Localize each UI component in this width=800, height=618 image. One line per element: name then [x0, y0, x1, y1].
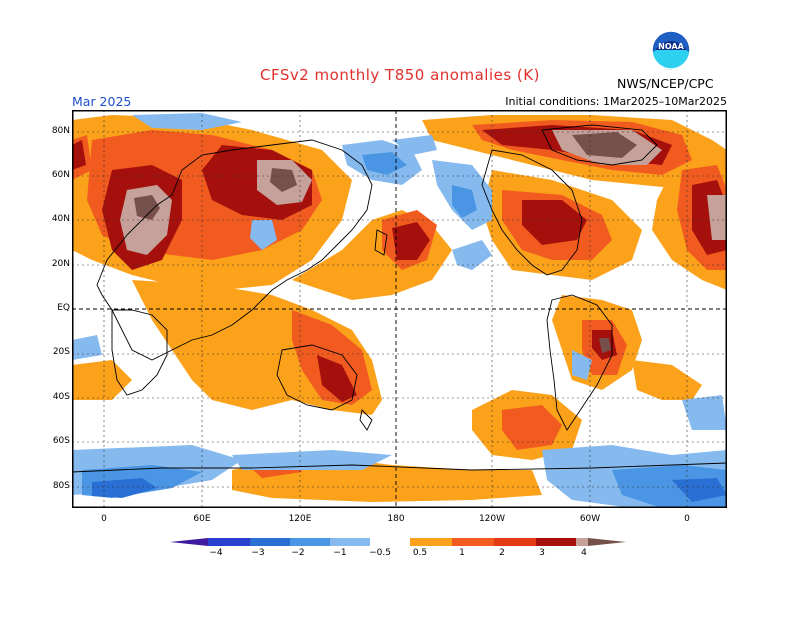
colorbar-label: 4	[581, 548, 587, 558]
coastlines	[72, 124, 727, 473]
lat-label-20n: 20N	[51, 259, 70, 269]
lat-label-40s: 40S	[52, 392, 70, 402]
colorbar-label: 1	[459, 548, 465, 558]
lat-label-80s: 80S	[52, 481, 70, 491]
lon-label-0-east: 0	[684, 514, 690, 524]
lat-label-20s: 20S	[52, 347, 70, 357]
lon-label-120e: 120E	[288, 514, 312, 524]
colorbar-label: −1	[333, 548, 347, 558]
anomaly-map	[72, 110, 727, 508]
equator-and-dateline	[72, 110, 727, 508]
lat-label-40n: 40N	[51, 214, 70, 224]
colorbar-label: −4	[209, 548, 223, 558]
logo-text: NOAA	[658, 42, 684, 51]
lat-label-60n: 60N	[51, 170, 70, 180]
graticule	[72, 110, 727, 508]
anomaly-shading-medium-blue	[92, 478, 727, 502]
colorbar-label: −2	[291, 548, 305, 558]
anomaly-shading-brown	[134, 132, 637, 353]
lon-label-180: 180	[387, 514, 405, 524]
lat-label-eq: EQ	[57, 303, 70, 313]
lon-label-60w: 60W	[579, 514, 601, 524]
colorbar-label: 0.5	[412, 548, 428, 558]
colorbar-label: −0.5	[369, 548, 391, 558]
noaa-logo: NOAA	[651, 30, 691, 70]
colorbar-label: 3	[539, 548, 545, 558]
lat-label-60s: 60S	[52, 436, 70, 446]
forecast-month: Mar 2025	[72, 94, 132, 109]
lon-label-120w: 120W	[478, 514, 506, 524]
map-frame	[72, 110, 727, 508]
colorbar	[170, 534, 630, 564]
agency-label: NWS/NCEP/CPC	[617, 76, 714, 91]
colorbar-label: 2	[499, 548, 505, 558]
lon-label-0: 0	[101, 514, 107, 524]
colorbar-label: −3	[251, 548, 265, 558]
map-title: CFSv2 monthly T850 anomalies (K)	[260, 66, 540, 84]
lat-label-80n: 80N	[51, 126, 70, 136]
lon-label-60e: 60E	[193, 514, 211, 524]
initial-conditions: Initial conditions: 1Mar2025–10Mar2025	[505, 95, 727, 108]
